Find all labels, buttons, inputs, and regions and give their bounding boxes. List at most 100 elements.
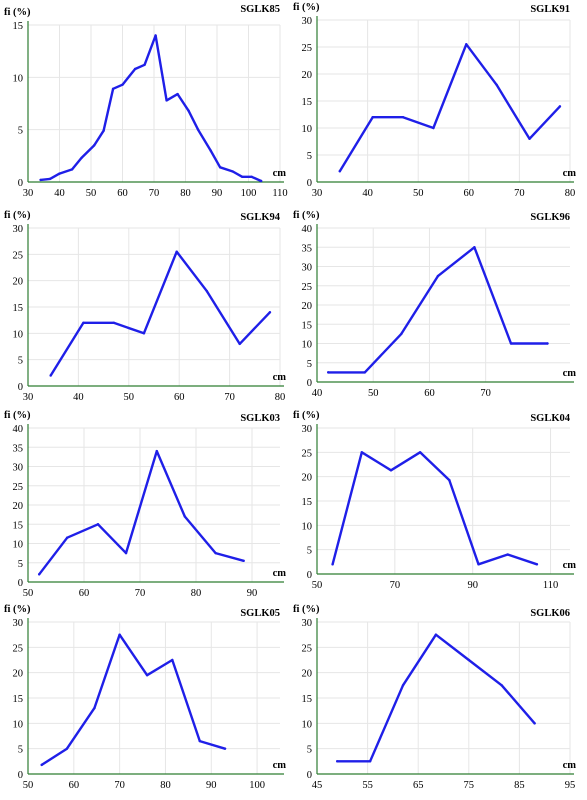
x-tick-label: 70: [514, 188, 525, 199]
y-tick-label: 40: [302, 224, 313, 235]
data-point: [259, 179, 263, 183]
data-point: [205, 290, 209, 293]
x-tick-label: 110: [543, 580, 558, 591]
x-tick-label: 80: [191, 588, 202, 599]
data-point: [448, 478, 451, 482]
data-point: [331, 563, 334, 566]
y-tick-label: 15: [13, 694, 24, 705]
y-axis-label: fi (%): [4, 410, 31, 421]
x-tick-label: 95: [565, 780, 576, 791]
y-tick-label: 20: [302, 70, 313, 81]
x-tick-label: 100: [249, 780, 265, 791]
data-point: [473, 246, 476, 249]
x-tick-label: 40: [73, 392, 84, 403]
series-line: [331, 451, 539, 566]
y-tick-label: 25: [13, 482, 24, 493]
x-tick-label: 50: [413, 188, 424, 199]
x-tick-label: 40: [362, 188, 373, 199]
data-point: [171, 658, 174, 662]
x-tick-label: 80: [180, 188, 191, 199]
data-point: [154, 34, 157, 37]
y-tick-label: 20: [302, 669, 313, 680]
y-tick-label: 25: [302, 43, 313, 54]
y-tick-label: 10: [13, 540, 24, 551]
y-tick-label: 0: [307, 770, 312, 781]
x-tick-label: 70: [114, 780, 125, 791]
y-axis-label: fi (%): [4, 210, 31, 221]
data-point: [218, 166, 222, 169]
data-point: [145, 674, 149, 677]
chart-panel-sglk94: 30 40 50 60 70 80 0 5 10 15 20 25 30 fi (%) cm SGLK94: [4, 210, 286, 403]
chart-panel-sglk03: 50 60 70 80 90 0 5 10 15 20 25 30 35 40 fi (%) cm SGLK03: [4, 410, 286, 599]
data-point: [368, 760, 372, 763]
y-tick-label: 10: [302, 340, 313, 351]
data-point: [198, 739, 202, 743]
data-point: [155, 449, 158, 453]
y-tick-label: 0: [18, 578, 23, 589]
data-point: [82, 321, 85, 324]
y-tick-label: 20: [302, 473, 313, 484]
y-tick-label: 30: [302, 263, 313, 274]
x-tick-label: 40: [312, 388, 323, 399]
y-tick-label: 30: [302, 424, 313, 435]
y-tick-label: 0: [307, 570, 312, 581]
y-tick-label: 10: [302, 124, 313, 135]
data-point: [124, 551, 128, 555]
data-point: [38, 573, 41, 576]
y-tick-label: 25: [13, 643, 24, 654]
data-point: [214, 551, 217, 555]
data-point: [495, 83, 498, 87]
y-tick-label: 15: [302, 320, 313, 331]
data-point: [96, 523, 100, 526]
data-point: [434, 633, 438, 636]
data-point: [506, 553, 509, 556]
chart-title: SGLK04: [530, 413, 570, 424]
y-axis-label: fi (%): [293, 210, 320, 221]
chart-panel-sglk04: 50 70 90 110 0 5 10 15 20 25 30 fi (%) cm SGLK04: [293, 410, 576, 591]
y-tick-label: 5: [18, 559, 23, 570]
data-point: [65, 747, 69, 750]
data-point: [40, 763, 43, 767]
y-tick-label: 15: [302, 97, 313, 108]
x-tick-label: 90: [247, 588, 258, 599]
data-point: [436, 274, 440, 278]
data-point: [509, 342, 513, 345]
chart-title: SGLK91: [530, 4, 570, 15]
y-tick-label: 0: [18, 382, 23, 393]
y-tick-label: 30: [302, 618, 313, 629]
x-tick-label: 50: [23, 780, 34, 791]
y-tick-label: 35: [13, 443, 24, 454]
data-point: [465, 43, 468, 46]
x-axis-label: cm: [273, 760, 287, 771]
data-point: [223, 747, 227, 750]
y-tick-label: 20: [13, 501, 24, 512]
y-tick-label: 5: [307, 359, 312, 370]
chart-panel-sglk91: 30 40 50 60 70 80 0 5 10 15 20 25 30 fi (%) cm SGLK91: [293, 2, 576, 199]
x-tick-label: 75: [464, 780, 475, 791]
data-point: [336, 760, 339, 763]
data-point: [242, 559, 245, 563]
y-tick-label: 5: [307, 151, 312, 162]
data-point: [209, 149, 212, 152]
y-axis-label: fi (%): [4, 604, 31, 615]
chart-title: SGLK94: [240, 212, 280, 223]
y-tick-label: 30: [302, 16, 313, 27]
data-point: [338, 170, 341, 173]
x-tick-label: 80: [565, 188, 576, 199]
x-tick-label: 60: [424, 388, 435, 399]
data-point: [533, 722, 536, 725]
y-tick-label: 15: [13, 303, 24, 314]
data-point: [121, 83, 124, 86]
x-tick-label: 100: [241, 188, 257, 199]
y-tick-label: 0: [18, 770, 23, 781]
y-tick-label: 15: [13, 21, 24, 32]
data-point: [418, 451, 422, 454]
data-point: [39, 178, 42, 182]
y-tick-label: 20: [13, 669, 24, 680]
data-point: [401, 684, 405, 687]
data-point: [176, 92, 179, 96]
y-tick-label: 35: [302, 243, 313, 254]
data-point: [165, 99, 168, 102]
y-tick-label: 10: [302, 719, 313, 730]
